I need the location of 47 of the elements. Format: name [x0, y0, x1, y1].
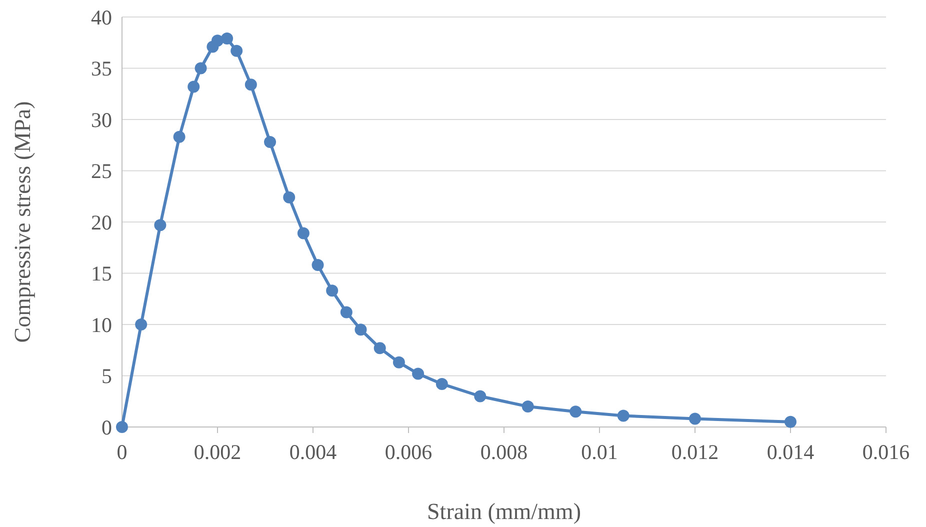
y-tick-label: 30 [91, 108, 112, 132]
y-tick-label: 40 [91, 5, 112, 30]
x-tick-label: 0.01 [581, 440, 618, 464]
point [283, 191, 296, 204]
x-tick-label: 0.006 [384, 440, 432, 464]
point [230, 44, 243, 57]
point [474, 390, 486, 402]
point [264, 136, 276, 148]
point [374, 342, 386, 354]
point [522, 400, 534, 412]
x-axis-title: Strain (mm/mm) [427, 499, 581, 524]
point [570, 406, 582, 418]
point [212, 34, 224, 47]
point [188, 80, 200, 93]
point [135, 318, 148, 330]
point [116, 421, 128, 433]
point [340, 306, 352, 318]
point [312, 259, 324, 272]
point [412, 368, 424, 380]
y-tick-label: 15 [91, 262, 112, 286]
point [297, 227, 310, 240]
y-tick-label: 20 [91, 210, 112, 234]
point [436, 378, 448, 390]
x-tick-label: 0 [116, 440, 128, 464]
point [154, 219, 166, 232]
x-tick-label: 0.002 [194, 440, 242, 464]
point [689, 412, 701, 425]
y-tick-label: 35 [91, 56, 112, 81]
point [354, 324, 367, 336]
point [326, 284, 338, 297]
x-tick-label: 0.016 [862, 440, 910, 464]
point [221, 32, 234, 45]
y-tick-label: 5 [102, 364, 112, 388]
y-tick-label: 0 [102, 415, 112, 440]
point [244, 78, 257, 91]
x-tick-label: 0.004 [289, 440, 338, 464]
y-tick-label: 10 [91, 312, 112, 337]
y-axis-title: Compressive stress (MPa) [10, 101, 35, 343]
y-tick-label: 25 [91, 159, 112, 184]
point [784, 416, 796, 428]
point [617, 410, 630, 422]
point [392, 356, 405, 368]
point [194, 62, 207, 74]
x-tick-label: 0.014 [766, 440, 815, 464]
point [173, 130, 186, 143]
x-tick-label: 0.008 [480, 440, 528, 464]
x-tick-label: 0.012 [671, 440, 719, 464]
